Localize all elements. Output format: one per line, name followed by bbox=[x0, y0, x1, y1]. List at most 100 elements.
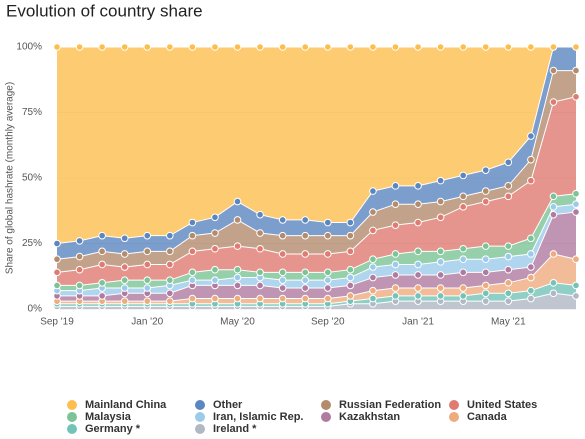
legend-label: Malaysia bbox=[85, 411, 132, 423]
point bbox=[143, 247, 152, 256]
point bbox=[527, 263, 535, 271]
legend-marker bbox=[321, 400, 331, 410]
point bbox=[414, 247, 422, 256]
point bbox=[98, 260, 106, 269]
point bbox=[369, 255, 377, 264]
point bbox=[391, 292, 400, 300]
point bbox=[391, 43, 400, 51]
point bbox=[278, 250, 287, 258]
area bbox=[57, 212, 576, 302]
point bbox=[166, 289, 174, 298]
y-tick-label: 100% bbox=[16, 42, 42, 53]
point bbox=[211, 244, 219, 253]
legend-marker bbox=[195, 400, 205, 410]
point bbox=[436, 258, 445, 266]
x-tick-label: May '20 bbox=[220, 317, 255, 328]
point bbox=[481, 166, 490, 174]
point bbox=[301, 43, 310, 51]
point bbox=[143, 260, 152, 269]
point bbox=[549, 210, 558, 219]
point bbox=[323, 276, 332, 284]
point bbox=[459, 244, 467, 253]
point bbox=[98, 247, 106, 256]
point bbox=[504, 182, 513, 190]
point bbox=[143, 231, 152, 240]
point bbox=[278, 276, 287, 284]
point bbox=[549, 66, 558, 75]
point bbox=[369, 294, 377, 303]
point bbox=[211, 43, 219, 51]
point bbox=[166, 297, 174, 305]
point bbox=[211, 276, 219, 284]
point bbox=[188, 294, 197, 303]
point bbox=[120, 284, 129, 292]
point bbox=[572, 43, 580, 51]
point bbox=[504, 252, 513, 261]
point bbox=[436, 176, 445, 185]
point bbox=[53, 255, 61, 264]
point bbox=[527, 234, 535, 243]
point bbox=[504, 43, 513, 51]
point bbox=[481, 289, 490, 298]
point bbox=[188, 276, 197, 284]
point bbox=[391, 271, 400, 279]
point bbox=[120, 234, 129, 243]
point bbox=[391, 284, 400, 292]
point bbox=[256, 43, 264, 51]
x-tick-label: May '21 bbox=[491, 317, 526, 328]
point bbox=[143, 284, 152, 292]
x-tick-label: Jan '21 bbox=[402, 317, 434, 328]
point bbox=[414, 43, 422, 51]
legend-marker bbox=[67, 412, 77, 422]
point bbox=[549, 192, 558, 201]
point bbox=[233, 294, 242, 303]
area bbox=[57, 47, 576, 260]
point bbox=[188, 231, 197, 240]
point bbox=[549, 250, 558, 258]
point bbox=[572, 208, 580, 216]
point bbox=[572, 189, 580, 198]
chart-title: Evolution of country share bbox=[6, 1, 203, 20]
area bbox=[57, 96, 576, 286]
point bbox=[504, 279, 513, 287]
point bbox=[436, 284, 445, 292]
point bbox=[504, 289, 513, 298]
point bbox=[98, 279, 106, 287]
legend-label: Germany * bbox=[85, 423, 141, 435]
point bbox=[75, 281, 84, 290]
point bbox=[346, 273, 355, 282]
point bbox=[346, 43, 355, 51]
point bbox=[369, 208, 377, 216]
point bbox=[436, 292, 445, 300]
point bbox=[256, 244, 264, 253]
point bbox=[75, 265, 84, 274]
area bbox=[57, 204, 576, 296]
point bbox=[120, 43, 129, 51]
point bbox=[323, 268, 332, 277]
y-tick-label: 0% bbox=[28, 304, 43, 315]
legend-marker bbox=[67, 424, 77, 434]
point bbox=[211, 229, 219, 237]
legend-marker bbox=[321, 412, 331, 422]
point bbox=[459, 255, 467, 264]
legend-label: Iran, Islamic Rep. bbox=[213, 411, 303, 423]
point bbox=[233, 281, 242, 290]
point bbox=[53, 268, 61, 277]
point bbox=[301, 216, 310, 224]
point bbox=[166, 276, 174, 284]
point bbox=[346, 218, 355, 227]
point bbox=[527, 286, 535, 295]
point bbox=[278, 216, 287, 224]
point bbox=[504, 297, 513, 305]
point bbox=[166, 260, 174, 269]
point bbox=[504, 192, 513, 201]
legend-marker bbox=[195, 412, 205, 422]
point bbox=[166, 43, 174, 51]
point bbox=[233, 273, 242, 282]
point bbox=[549, 289, 558, 298]
legend-marker bbox=[449, 400, 459, 410]
point bbox=[436, 43, 445, 51]
point bbox=[481, 268, 490, 277]
point bbox=[481, 187, 490, 195]
point bbox=[278, 294, 287, 303]
